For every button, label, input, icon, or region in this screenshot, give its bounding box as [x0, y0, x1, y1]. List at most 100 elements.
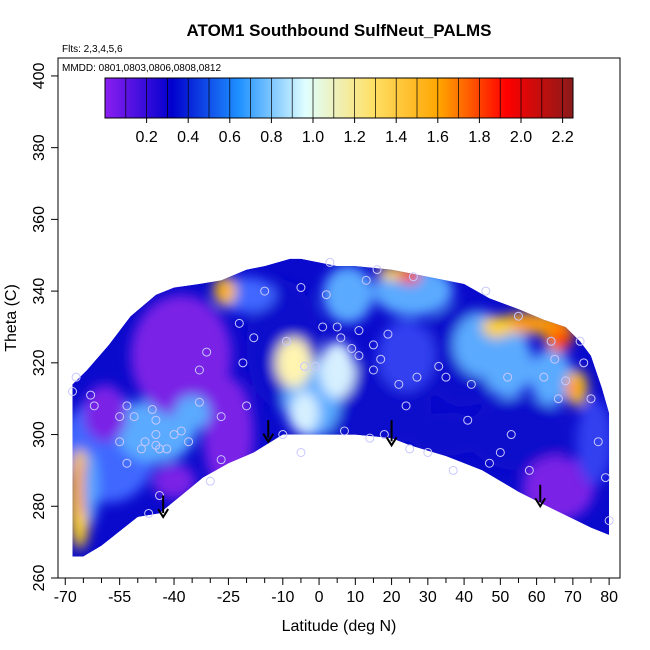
colorbar-fill [105, 78, 573, 118]
measurement-point [68, 387, 78, 397]
measurement-point [176, 426, 186, 436]
flight-arrow-head [262, 433, 275, 444]
measurement-point [600, 473, 610, 483]
measurement-point [234, 318, 244, 328]
measurement-point [281, 336, 291, 346]
measurement-point [89, 401, 99, 411]
measurement-point [296, 283, 306, 293]
measurement-points [68, 257, 614, 526]
measurement-point [513, 311, 523, 321]
field-region [83, 384, 127, 442]
colorbar-tick-label: 1.6 [427, 129, 449, 146]
field-region [152, 463, 196, 500]
measurement-point [383, 329, 393, 339]
field-region [377, 319, 436, 392]
x-tick-label: -55 [108, 589, 131, 606]
measurement-point [300, 361, 310, 371]
field-region [467, 398, 570, 471]
y-axis-label: Theta (C) [3, 284, 20, 352]
colorbar: 0.2 0.4 0.6 0.8 1.0 1.2 1.4 1.6 1.8 2.0 2.2 [104, 77, 574, 146]
measurement-point [463, 415, 473, 425]
field-region [507, 316, 552, 331]
y-tick-label: 260 [31, 565, 48, 592]
measurement-point [115, 437, 125, 447]
colorbar-tick-label: 1.0 [302, 129, 324, 146]
colorbar-tick-label: 1.2 [343, 129, 365, 146]
measurement-point [412, 372, 422, 382]
measurement-point [506, 430, 516, 440]
measurement-point [379, 430, 389, 440]
measurement-point [147, 404, 157, 414]
heatmap-field [72, 258, 610, 557]
measurement-point [140, 437, 150, 447]
measurement-point [155, 444, 165, 454]
colorbar-tick-label: 0.6 [219, 129, 241, 146]
measurement-point [202, 347, 212, 357]
colorbar-tick-label: 1.4 [385, 129, 407, 146]
field-region [203, 377, 254, 492]
field-region [322, 266, 374, 324]
measurement-point [361, 275, 371, 285]
measurement-point [448, 465, 458, 475]
field-region [275, 337, 312, 388]
x-axis: -70 -55 -40 -25 -10 0 10 20 30 40 50 60 70 80 [54, 578, 618, 606]
measurement-point [434, 361, 444, 371]
measurement-point [503, 372, 513, 382]
measurement-point [216, 412, 226, 422]
y-tick-label: 280 [31, 493, 48, 520]
y-tick-label: 360 [31, 206, 48, 233]
measurement-point [550, 354, 560, 364]
colorbar-tick-label: 2.2 [551, 129, 573, 146]
measurement-point [296, 447, 306, 457]
measurement-point [365, 433, 375, 443]
measurement-point [495, 447, 505, 457]
measurement-point [347, 343, 357, 353]
measurement-point [151, 415, 161, 425]
measurement-point [401, 401, 411, 411]
measurement-point [481, 286, 491, 296]
flight-arrow-head [534, 497, 547, 509]
y-tick-label: 340 [31, 278, 48, 305]
measurement-point [332, 322, 342, 332]
measurement-point [184, 437, 194, 447]
measurement-point [144, 508, 154, 518]
x-tick-label: 30 [419, 589, 437, 606]
measurement-point [115, 412, 125, 422]
field-region [482, 326, 533, 399]
y-tick-label: 300 [31, 421, 48, 448]
field-region [174, 395, 211, 431]
field-region [482, 316, 512, 338]
measurement-point [162, 444, 172, 454]
x-tick-label: 80 [600, 589, 618, 606]
x-tick-label: -70 [54, 589, 77, 606]
measurement-point [368, 365, 378, 375]
field-region [130, 294, 233, 417]
measurement-point [354, 351, 364, 361]
x-tick-label: 50 [491, 589, 509, 606]
measurement-point [339, 426, 349, 436]
colorbar-tick-label: 2.0 [510, 129, 532, 146]
measurement-point [249, 333, 259, 343]
measurement-point [260, 286, 270, 296]
field-region [319, 341, 356, 399]
x-tick-label: -10 [271, 589, 294, 606]
measurement-point [575, 336, 585, 346]
measurement-point [325, 257, 335, 267]
measurement-point [318, 322, 328, 332]
x-axis-label: Latitude (deg N) [282, 618, 397, 635]
measurement-point [604, 516, 614, 526]
measurement-point [394, 379, 404, 389]
flight-arrow-head [385, 436, 398, 448]
plot-frame [57, 57, 621, 579]
measurement-point [122, 458, 132, 468]
measurement-point [354, 326, 364, 336]
measurement-point [405, 444, 415, 454]
measurement-point [151, 430, 161, 440]
measurement-point [593, 437, 603, 447]
colorbar-tick-label: 1.8 [468, 129, 490, 146]
measurement-point [524, 465, 534, 475]
field-region [290, 391, 320, 435]
measurement-point [205, 476, 215, 486]
measurement-point [336, 333, 346, 343]
